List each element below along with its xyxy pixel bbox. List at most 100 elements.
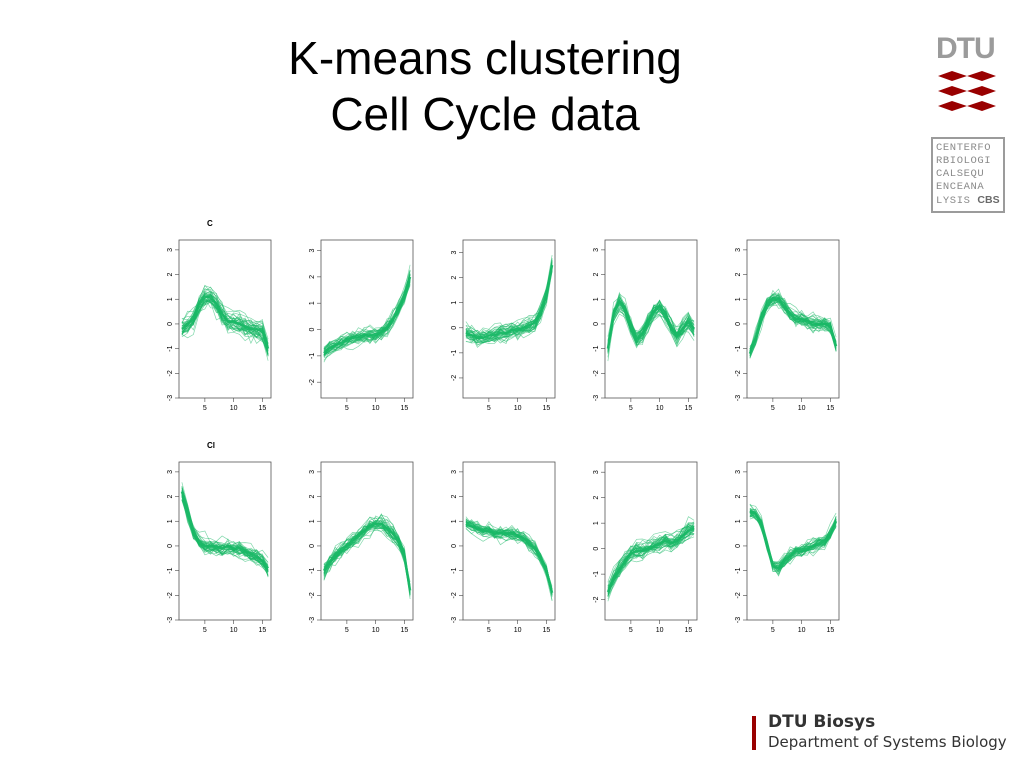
gene-profile-line <box>465 255 553 335</box>
panel-frame <box>320 461 414 621</box>
gene-profile-line <box>465 518 553 590</box>
x-tick-label: 15 <box>400 627 408 634</box>
footer-subtitle: Department of Systems Biology <box>768 733 1007 751</box>
x-tick-label: 10 <box>798 627 806 634</box>
cluster-centroid-line <box>180 491 270 569</box>
gene-profile-line <box>465 521 553 591</box>
y-tick-label: 1 <box>309 301 316 305</box>
cluster-centroid-line <box>465 264 554 339</box>
cluster-centroid-line <box>748 298 838 355</box>
series-group <box>465 255 554 348</box>
cluster-panel: -3 -2 -1 0 1 2 3 5 10 15 <box>309 461 414 634</box>
y-tick-label: 0 <box>593 547 600 551</box>
gene-profile-line <box>181 482 269 558</box>
y-tick-label: 2 <box>593 496 600 500</box>
x-tick-label: 10 <box>372 627 380 634</box>
gene-profile-line <box>465 264 553 344</box>
cluster-centroid-line <box>322 522 412 591</box>
y-tick-label: 1 <box>735 519 742 523</box>
cluster-panel: -3 -2 -1 0 1 2 3 5 10 15 <box>593 239 698 412</box>
dtu-logo-text: DTU <box>936 32 996 65</box>
cluster-panel: -3 -2 -1 0 1 2 3 5 10 15 <box>735 461 840 634</box>
gene-profile-line <box>607 303 695 349</box>
y-tick-label: -1 <box>593 345 600 351</box>
y-tick-label: 1 <box>167 297 174 301</box>
gene-profile-line <box>181 285 269 340</box>
y-tick-label: 1 <box>735 297 742 301</box>
y-tick-label: -2 <box>593 596 600 602</box>
x-tick-label: 15 <box>542 627 550 634</box>
y-tick-label: -3 <box>167 617 174 623</box>
series-group <box>749 503 838 577</box>
y-tick-label: 0 <box>309 327 316 331</box>
gene-profile-line <box>749 294 837 349</box>
gene-profile-line <box>465 268 553 344</box>
cluster-panel: -2 -1 0 1 2 3 5 10 15 <box>309 239 414 412</box>
x-tick-label: 5 <box>203 405 207 412</box>
panel-frame <box>604 239 698 399</box>
y-tick-label: -1 <box>167 567 174 573</box>
y-tick-label: 3 <box>735 470 742 474</box>
y-tick-label: -3 <box>309 617 316 623</box>
cluster-panel: Cl -3 -2 -1 0 1 2 3 5 10 15 <box>167 441 272 634</box>
x-tick-label: 5 <box>629 627 633 634</box>
x-tick-label: 10 <box>798 405 806 412</box>
y-tick-label: 2 <box>309 275 316 279</box>
y-tick-label: 0 <box>593 322 600 326</box>
x-tick-label: 5 <box>487 627 491 634</box>
gene-profile-line <box>323 523 411 596</box>
series-group <box>748 288 838 359</box>
cbs-logo-bold: CBS <box>977 194 1000 206</box>
panel-frame <box>178 461 272 621</box>
y-tick-label: -3 <box>735 617 742 623</box>
y-tick-label: 2 <box>167 495 174 499</box>
y-tick-label: 3 <box>167 248 174 252</box>
cluster-panel: -3 -2 -1 0 1 2 3 5 10 15 <box>735 239 840 412</box>
gene-profile-line <box>323 264 411 349</box>
gene-profile-line <box>465 526 553 597</box>
cbs-logo-line: RBIOLOGI <box>936 155 992 167</box>
gene-profile-line <box>607 299 695 346</box>
y-tick-label: 2 <box>735 273 742 277</box>
y-tick-label: 3 <box>451 250 458 254</box>
panel-frame <box>604 461 698 621</box>
y-tick-label: 0 <box>167 544 174 548</box>
cbs-logo-line: ENCEANA <box>936 181 985 193</box>
y-tick-label: 0 <box>735 322 742 326</box>
gene-profile-line <box>607 522 695 588</box>
y-tick-label: 3 <box>167 470 174 474</box>
slide-title: K-means clustering Cell Cycle data <box>190 30 780 142</box>
y-tick-label: 1 <box>451 301 458 305</box>
x-tick-label: 15 <box>258 627 266 634</box>
y-tick-label: -1 <box>309 567 316 573</box>
title-line-2: Cell Cycle data <box>330 88 640 140</box>
cluster-panel: -2 -1 0 1 2 3 5 10 15 <box>593 461 698 634</box>
y-tick-label: -2 <box>167 370 174 376</box>
x-tick-label: 10 <box>230 627 238 634</box>
panel-frame <box>178 239 272 399</box>
gene-profile-line <box>181 495 269 576</box>
y-tick-label: -2 <box>451 375 458 381</box>
cluster-centroid-line <box>749 510 838 570</box>
y-tick-label: -3 <box>735 395 742 401</box>
cluster-centroid-line <box>606 527 695 593</box>
gene-profile-line <box>465 528 553 601</box>
y-tick-label: 1 <box>451 519 458 523</box>
y-tick-label: -3 <box>593 395 600 401</box>
footer-accent-bar <box>752 716 756 750</box>
y-tick-label: 2 <box>735 495 742 499</box>
y-tick-label: -2 <box>593 370 600 376</box>
y-tick-label: -2 <box>451 592 458 598</box>
cbs-logo-line-last: LYSIS <box>936 195 971 207</box>
y-tick-label: -1 <box>451 350 458 356</box>
x-tick-label: 5 <box>487 405 491 412</box>
x-tick-label: 15 <box>542 405 550 412</box>
x-tick-label: 15 <box>826 627 834 634</box>
y-tick-label: -2 <box>309 592 316 598</box>
y-tick-label: -1 <box>735 567 742 573</box>
x-tick-label: 15 <box>400 405 408 412</box>
y-tick-label: 3 <box>451 470 458 474</box>
y-tick-label: 2 <box>309 495 316 499</box>
y-tick-label: 2 <box>167 273 174 277</box>
x-tick-label: 5 <box>203 627 207 634</box>
